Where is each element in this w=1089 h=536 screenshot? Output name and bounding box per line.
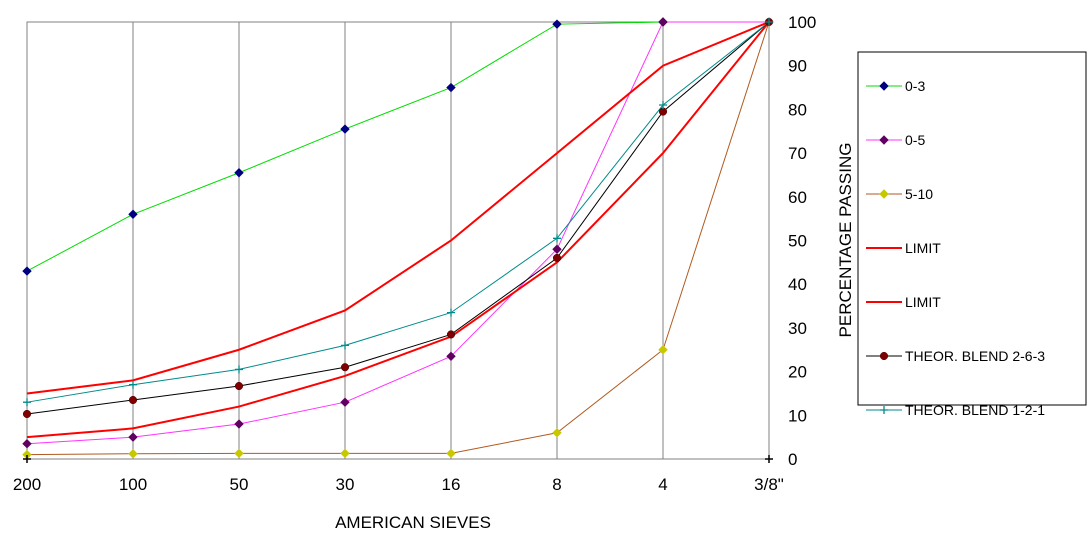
y-tick-label: 70	[788, 144, 807, 163]
legend-box	[857, 51, 1087, 406]
data-point-5-4	[446, 330, 456, 339]
legend-label-6: THEOR. BLEND 1-2-1	[905, 402, 1045, 418]
data-point-1-1	[128, 432, 138, 442]
data-point-0-1	[128, 209, 138, 219]
x-tick-label: 16	[442, 475, 461, 494]
data-point-6-0	[23, 398, 31, 407]
data-point-1-5	[552, 244, 562, 254]
x-axis-title: AMERICAN SIEVES	[335, 513, 491, 532]
data-point-2-3	[340, 448, 350, 459]
grid-lines	[132, 22, 664, 459]
legend-marker-2	[879, 189, 889, 199]
legend-marker-5	[879, 351, 889, 361]
data-point-5-2	[234, 381, 244, 391]
y-tick-label: 10	[788, 406, 807, 425]
x-tick-label: 30	[336, 475, 355, 494]
y-tick-labels: 0 10 20 30 40 50 60 70 80 90 100	[788, 13, 816, 469]
y-tick-label: 100	[788, 13, 816, 32]
data-point-5-5	[552, 253, 562, 263]
x-tick-label: 200	[13, 475, 41, 494]
series-line-2	[26, 21, 770, 456]
legend-label-1: 0-5	[905, 132, 925, 148]
plot-frame	[26, 21, 770, 460]
y-axis-title: PERCENTAGE PASSING	[836, 143, 855, 338]
data-point-2-1	[128, 449, 138, 459]
series-line-6	[26, 21, 770, 403]
legend-label-5: THEOR. BLEND 2-6-3	[905, 348, 1045, 364]
y-tick-label: 80	[788, 100, 807, 119]
data-point-1-2	[234, 419, 244, 429]
series-line-5	[26, 21, 770, 415]
data-point-5-3	[340, 363, 350, 372]
legend-label-3: LIMIT	[905, 240, 941, 256]
data-point-2-6	[658, 345, 668, 355]
legend: 0-3 0-5 5-10 LIMIT LIMIT THEOR. BLEND 2-6-3 T…	[857, 51, 1087, 418]
series-line-1	[26, 21, 769, 445]
axis-corner-mark	[765, 455, 773, 463]
data-point-5-1	[128, 395, 138, 405]
data-point-6-3	[341, 341, 349, 350]
x-tick-label: 4	[658, 475, 667, 494]
data-point-6-2	[235, 365, 243, 374]
data-point-1-4	[446, 351, 456, 362]
legend-marker-6	[880, 406, 888, 414]
data-point-2-5	[552, 428, 562, 438]
data-point-6-1	[129, 380, 137, 389]
x-tick-label: 50	[230, 475, 249, 494]
data-point-0-5	[552, 19, 562, 29]
legend-label-0: 0-3	[905, 78, 925, 94]
data-point-6-5	[553, 234, 561, 243]
series-markers	[22, 17, 774, 463]
legend-label-2: 5-10	[905, 186, 933, 202]
x-tick-label: 8	[552, 475, 561, 494]
series-line-3	[26, 21, 770, 395]
x-tick-label: 100	[119, 475, 147, 494]
series-lines	[26, 21, 770, 456]
y-tick-label: 90	[788, 57, 807, 76]
data-point-1-6	[658, 17, 668, 27]
y-tick-label: 0	[788, 450, 797, 469]
series-line-0	[26, 21, 769, 272]
y-tick-label: 60	[788, 188, 807, 207]
y-tick-label: 30	[788, 319, 807, 338]
data-point-0-0	[22, 266, 32, 276]
series-line-4	[26, 21, 770, 439]
data-point-0-3	[340, 124, 350, 134]
legend-label-4: LIMIT	[905, 294, 941, 310]
data-point-1-0	[22, 438, 32, 449]
data-point-5-0	[22, 409, 32, 419]
data-point-6-7	[765, 18, 773, 26]
data-point-0-2	[234, 168, 244, 178]
axis-corner-mark	[23, 455, 31, 463]
x-tick-label: 3/8"	[754, 475, 784, 494]
data-point-6-4	[447, 308, 455, 317]
data-point-2-4	[446, 448, 456, 459]
data-point-2-2	[234, 448, 244, 459]
legend-marker-1	[879, 135, 889, 145]
data-point-6-6	[659, 101, 667, 110]
y-tick-label: 40	[788, 275, 807, 294]
x-tick-labels: 200 100 50 30 16 8 4 3/8"	[13, 475, 784, 494]
y-tick-label: 50	[788, 232, 807, 251]
data-point-0-4	[446, 82, 456, 93]
y-tick-label: 20	[788, 363, 807, 382]
legend-marker-0	[879, 81, 889, 91]
data-point-1-3	[340, 397, 350, 407]
